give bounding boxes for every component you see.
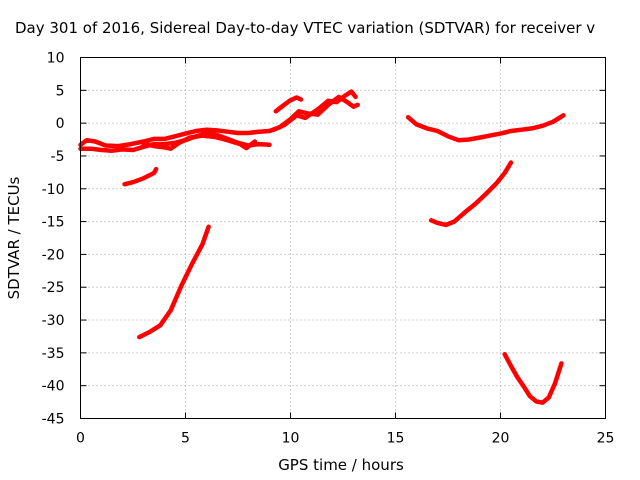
y-tick-label: -35: [42, 346, 65, 362]
x-tick-labels: 0 5 10 15 20 25: [76, 431, 614, 447]
series-line-6: [273, 95, 304, 114]
y-tick-label: -10: [42, 182, 65, 198]
series-line-10: [428, 160, 514, 228]
y-tick-label: -20: [42, 247, 65, 263]
y-axis-label: SDTVAR / TECUs: [5, 176, 23, 299]
y-tick-label: -40: [42, 379, 65, 395]
grid: [80, 57, 606, 419]
y-tick-label: -15: [42, 215, 65, 231]
series-line-4: [122, 166, 159, 187]
y-tick-label: -45: [42, 412, 65, 428]
series-line-3: [141, 133, 258, 151]
y-tick-label: -30: [42, 313, 65, 329]
series-line-1: [78, 127, 272, 149]
y-tick-label: -25: [42, 280, 65, 296]
chart-title: Day 301 of 2016, Sidereal Day-to-day VTE…: [15, 19, 595, 37]
x-tick-label: 15: [387, 431, 405, 447]
series-line-8: [271, 89, 358, 132]
x-tick-label: 20: [492, 431, 510, 447]
y-tick-labels: 10 5 0 -5 -10 -15 -20 -25 -30 -35 -40 -45: [42, 51, 65, 428]
series-layer: [78, 89, 566, 405]
series-line-9: [405, 113, 566, 143]
plot-frame: [80, 57, 606, 419]
y-tick-label: 5: [56, 83, 65, 99]
x-axis-label: GPS time / hours: [278, 456, 404, 474]
ticks: [80, 57, 606, 419]
x-tick-label: 5: [181, 431, 190, 447]
series-line-5: [137, 224, 211, 340]
y-tick-label: 10: [47, 51, 65, 67]
y-tick-label: -5: [51, 149, 65, 165]
x-tick-label: 0: [76, 431, 85, 447]
series-line-11: [502, 351, 564, 405]
x-tick-label: 10: [282, 431, 300, 447]
x-tick-label: 25: [597, 431, 615, 447]
y-tick-label: 0: [56, 116, 65, 132]
